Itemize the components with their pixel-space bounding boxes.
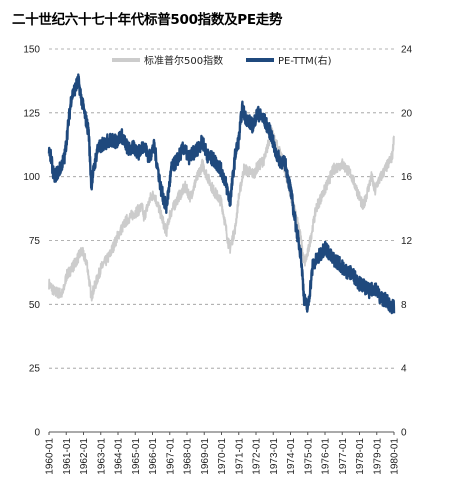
x-tick-label: 1962-01 xyxy=(79,438,90,475)
x-tick-label: 1961-01 xyxy=(62,438,73,475)
right-tick-label: 12 xyxy=(401,236,413,247)
sp500-index-line xyxy=(48,127,395,302)
x-tick-label: 1971-01 xyxy=(234,438,245,475)
x-axis-ticks: 1960-01 1961-01 1962-01 1963-01 1964-01 1965-… xyxy=(45,432,401,475)
chart-title: 二十世纪六十七十年代标普500指数及PE走势 xyxy=(12,12,283,28)
x-tick-label: 1966-01 xyxy=(148,438,159,475)
x-tick-label: 1976-01 xyxy=(321,438,332,475)
left-tick-label: 50 xyxy=(29,300,41,311)
left-tick-label: 75 xyxy=(29,236,41,247)
x-tick-label: 1964-01 xyxy=(114,438,125,475)
legend: 标准普尔500指数 PE-TTM(右) xyxy=(112,54,332,67)
right-tick-label: 24 xyxy=(401,45,413,56)
x-tick-label: 1970-01 xyxy=(217,438,228,475)
x-tick-label: 1960-01 xyxy=(45,438,56,475)
x-tick-label: 1965-01 xyxy=(131,438,142,475)
left-tick-label: 25 xyxy=(29,364,41,375)
x-tick-label: 1979-01 xyxy=(372,438,383,475)
right-tick-label: 8 xyxy=(401,300,407,311)
x-tick-label: 1969-01 xyxy=(200,438,211,475)
x-tick-label: 1967-01 xyxy=(165,438,176,475)
right-axis-ticks: 0 4 8 12 16 20 24 xyxy=(401,45,413,439)
x-tick-label: 1963-01 xyxy=(96,438,107,475)
left-axis-ticks: 0 25 50 75 100 125 150 xyxy=(23,45,40,439)
right-tick-label: 4 xyxy=(401,364,407,375)
x-tick-label: 1968-01 xyxy=(183,438,194,475)
pe-ttm-line xyxy=(47,73,396,315)
x-tick-label: 1977-01 xyxy=(338,438,349,475)
legend-item-pe-label: PE-TTM(右) xyxy=(278,54,332,67)
x-tick-label: 1978-01 xyxy=(355,438,366,475)
x-tick-label: 1980-01 xyxy=(390,438,401,475)
left-tick-label: 125 xyxy=(23,108,40,119)
x-tick-label: 1972-01 xyxy=(252,438,263,475)
legend-item-sp500-label: 标准普尔500指数 xyxy=(144,54,223,67)
left-tick-label: 0 xyxy=(34,428,40,439)
x-tick-label: 1975-01 xyxy=(303,438,314,475)
right-tick-label: 0 xyxy=(401,428,407,439)
right-tick-label: 16 xyxy=(401,172,413,183)
left-tick-label: 100 xyxy=(23,172,40,183)
x-tick-label: 1973-01 xyxy=(269,438,280,475)
right-tick-label: 20 xyxy=(401,108,413,119)
left-tick-label: 150 xyxy=(23,45,40,56)
series-lines xyxy=(47,73,396,315)
x-tick-label: 1974-01 xyxy=(286,438,297,475)
